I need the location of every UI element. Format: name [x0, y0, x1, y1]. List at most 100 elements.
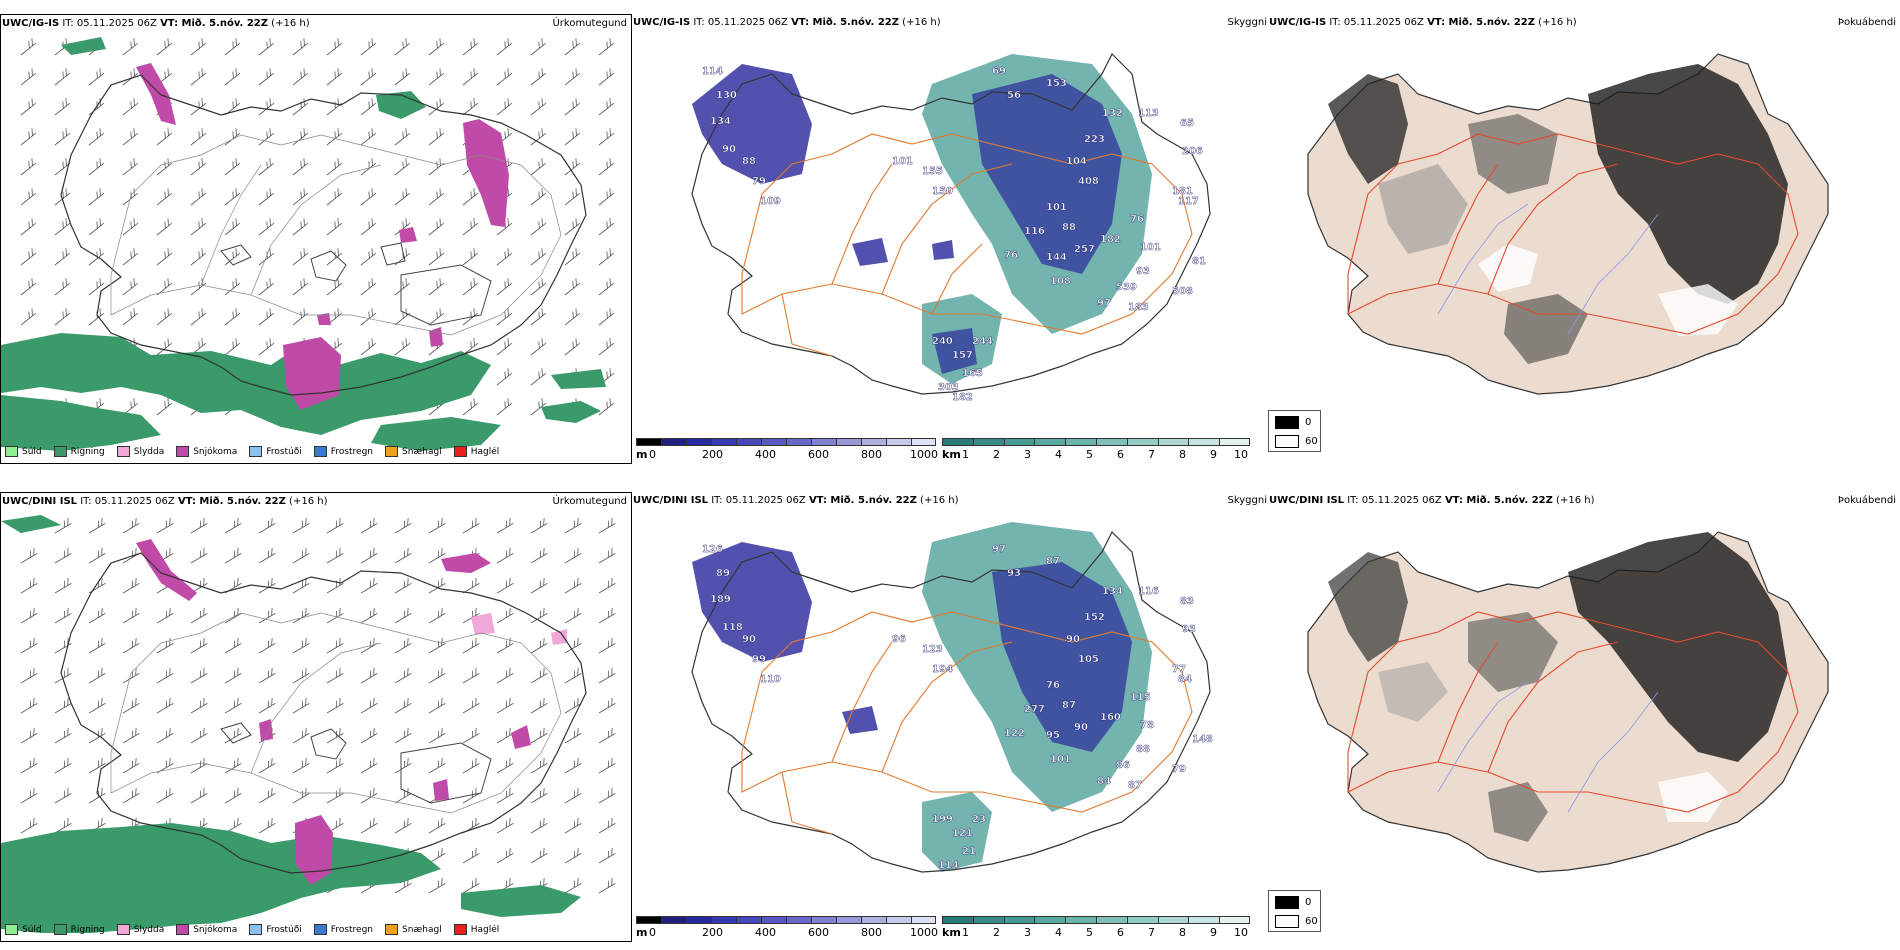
fog-dark	[1378, 662, 1448, 722]
wind-barb	[88, 128, 105, 146]
wind-barb	[190, 278, 207, 296]
cloud-base-label: 87	[1062, 700, 1076, 711]
model-name: UWC/DINI ISL	[633, 495, 709, 506]
wind-barb	[190, 757, 208, 774]
colorbar-tick: 800	[861, 448, 882, 461]
wind-barb	[394, 577, 412, 594]
wind-barb	[20, 577, 38, 594]
snow-area	[136, 63, 176, 125]
legend-item: Slydda	[116, 924, 165, 935]
rain-area	[371, 417, 501, 451]
wind-barb	[258, 68, 275, 86]
cloud-base-label: 408	[1078, 176, 1099, 187]
valid-time: VT: Mið. 5.nóv. 22Z	[808, 495, 917, 506]
cloud-base-label: 101	[1046, 202, 1067, 213]
wind-barb	[190, 308, 207, 326]
legend-label: Rigning	[70, 924, 105, 935]
legend-label: Slydda	[133, 924, 165, 935]
legend-label: Frostregn	[330, 446, 374, 457]
wind-barb	[88, 667, 106, 684]
wind-barb	[292, 517, 310, 534]
wind-barb	[564, 278, 581, 296]
colorbar-segment	[811, 916, 836, 924]
wind-barb	[88, 607, 106, 624]
legend-label: Haglél	[470, 446, 500, 457]
legend-label: 60	[1305, 436, 1318, 447]
wind-barb	[564, 158, 581, 176]
wind-barb	[122, 577, 140, 594]
legend-item: Snjókoma	[176, 446, 237, 457]
wind-barb	[20, 158, 37, 176]
wind-barb	[190, 98, 207, 116]
cloud-base-label: 508	[1172, 286, 1193, 297]
cloud-base-label: 87	[1128, 780, 1142, 791]
legend-swatch	[176, 446, 190, 457]
cloud-base-label: 84	[1178, 674, 1192, 685]
wind-barb	[292, 757, 310, 774]
rain-area	[376, 91, 426, 119]
road-network	[741, 611, 1193, 835]
wind-barb	[88, 637, 106, 654]
wind-barb	[462, 68, 479, 86]
colorbar-segment	[786, 916, 811, 924]
wind-barb	[496, 607, 514, 624]
legend-label: Snæhagl	[402, 446, 442, 457]
wind-barb	[326, 158, 343, 176]
cloud-base-label: 110	[760, 674, 781, 685]
wind-barb	[462, 188, 479, 206]
wind-barb	[156, 308, 173, 326]
legend-swatch	[53, 924, 67, 935]
panel-header: UWC/DINI ISL IT: 05.11.2025 06Z VT: Mið.…	[633, 495, 958, 507]
colorbar-tick: 2	[993, 926, 1000, 939]
wind-barb	[530, 727, 548, 744]
wind-barb	[88, 158, 105, 176]
colorbar-tick: 9	[1210, 926, 1217, 939]
cloud-base-label: 153	[1046, 78, 1067, 89]
wind-barb	[20, 787, 38, 804]
wind-barb	[360, 188, 377, 206]
wind-barb	[496, 278, 513, 296]
valid-time: VT: Mið. 5.nóv. 22Z	[791, 17, 899, 28]
fog-dark	[1488, 782, 1548, 842]
colorbar-segment	[861, 438, 886, 446]
wind-barb	[496, 727, 514, 744]
colorbar-tick: 400	[755, 448, 776, 461]
legend-item: Haglél	[453, 446, 500, 457]
wind-barb	[394, 757, 412, 774]
wind-barb	[156, 188, 173, 206]
wind-barb	[258, 547, 276, 564]
wind-barb	[530, 218, 547, 236]
colorbar-segment	[686, 916, 711, 924]
wind-barb	[54, 278, 71, 296]
wind-barb	[360, 697, 378, 714]
wind-barb	[20, 697, 38, 714]
wind-barb	[564, 667, 582, 684]
wind-barb	[360, 158, 377, 176]
legend-label: Snæhagl	[402, 924, 442, 935]
cloud-base-label: 113	[1138, 108, 1159, 119]
road-network	[1347, 611, 1799, 813]
wind-barb	[156, 517, 174, 534]
fog-legend: 0 60	[1268, 410, 1321, 452]
colorbar-segment	[736, 438, 761, 446]
panel-title: Þokuábendi	[1837, 17, 1896, 28]
wind-barb	[224, 338, 241, 356]
wind-barb	[20, 188, 37, 206]
cloud-base-label: 108	[1050, 276, 1071, 287]
wind-barb	[224, 727, 242, 744]
wind-barb	[224, 68, 241, 86]
wind-barb	[54, 98, 71, 116]
model-name: UWC/DINI ISL	[1269, 495, 1345, 506]
precip-type-panel-top: UWC/IG-IS IT: 05.11.2025 06Z VT: Mið. 5.…	[0, 14, 632, 464]
wind-barb	[360, 338, 377, 356]
wind-barb	[88, 248, 105, 266]
wind-barb	[530, 68, 547, 86]
panel-header: UWC/IG-IS IT: 05.11.2025 06Z VT: Mið. 5.…	[2, 18, 310, 30]
wind-barb	[598, 757, 616, 774]
wind-barb	[20, 308, 37, 326]
wind-barb	[496, 547, 514, 564]
wind-barb	[598, 68, 615, 86]
lead-time: (+16 h)	[902, 17, 941, 28]
colorbar-segment	[736, 916, 761, 924]
